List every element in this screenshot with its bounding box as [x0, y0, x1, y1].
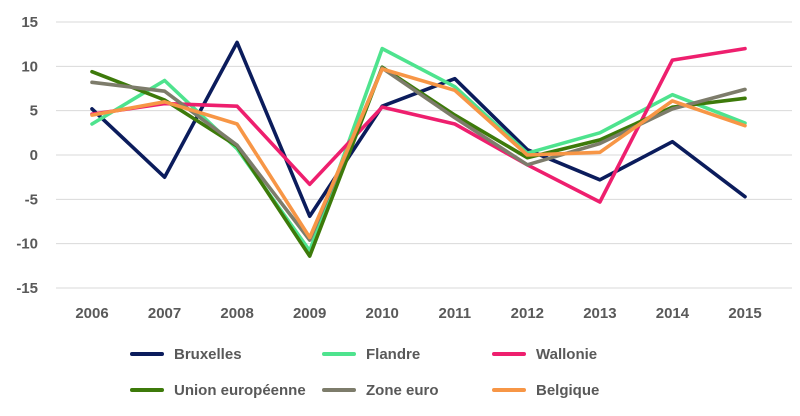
legend-swatch	[130, 352, 164, 356]
y-tick-label: 5	[30, 103, 38, 120]
legend-label: Wallonie	[536, 345, 598, 363]
series-line-union-europeenne	[90, 65, 747, 258]
legend-item: Bruxelles	[130, 342, 242, 366]
x-tick-label: 2013	[583, 305, 616, 322]
y-tick-label: 15	[21, 14, 38, 31]
x-tick-label: 2011	[439, 305, 472, 322]
legend-swatch	[130, 388, 164, 392]
legend-swatch	[492, 388, 526, 392]
legend-item: Zone euro	[322, 378, 439, 402]
legend-item: Wallonie	[492, 342, 597, 366]
x-tick-label: 2014	[656, 305, 690, 322]
x-tick-label: 2010	[366, 305, 399, 322]
chart-legend: Bruxelles Flandre Wallonie Union européenne…	[0, 338, 800, 416]
series-line-wallonie	[90, 46, 747, 204]
legend-label: Belgique	[536, 381, 600, 399]
x-tick-label: 2008	[220, 305, 253, 322]
y-tick-label: 0	[30, 147, 38, 164]
y-tick-label: 10	[21, 58, 38, 75]
x-tick-label: 2012	[511, 305, 544, 322]
x-tick-label: 2007	[148, 305, 181, 322]
legend-swatch	[492, 352, 526, 356]
line-chart: 15 10 5 0 -5 -10 -15 2006 2007 2008 2009 2010 2011 20…	[16, 14, 792, 322]
x-tick-label: 2015	[728, 305, 761, 322]
legend-item: Belgique	[492, 378, 599, 402]
x-tick-label: 2006	[75, 305, 108, 322]
x-tick-label: 2009	[293, 305, 326, 322]
y-tick-label: -15	[16, 280, 38, 297]
legend-label: Union européenne	[174, 381, 306, 399]
legend-item: Flandre	[322, 342, 420, 366]
legend-swatch	[322, 388, 356, 392]
legend-label: Flandre	[366, 345, 421, 363]
y-tick-label: -5	[25, 191, 38, 208]
legend-swatch	[322, 352, 356, 356]
legend-item: Union européenne	[130, 378, 306, 402]
series-line-belgique	[90, 67, 747, 240]
legend-label: Bruxelles	[174, 345, 242, 363]
y-tick-label: -10	[16, 236, 38, 253]
legend-label: Zone euro	[366, 381, 439, 399]
